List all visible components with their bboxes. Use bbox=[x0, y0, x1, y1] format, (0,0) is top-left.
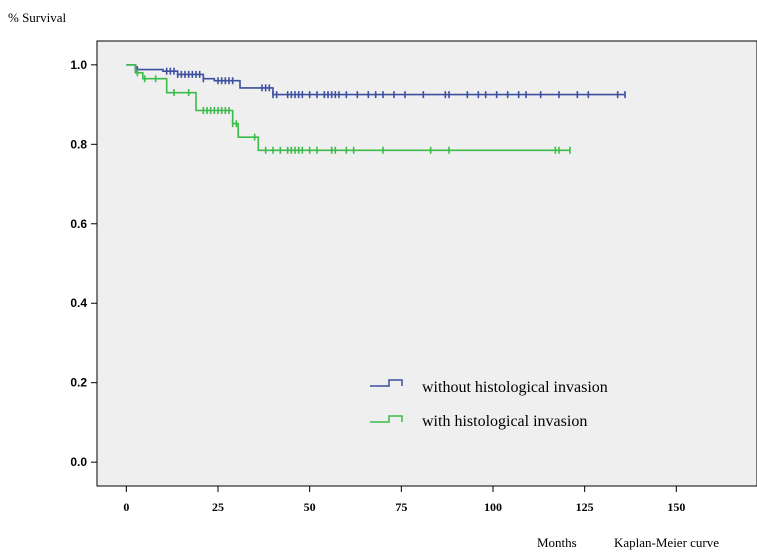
y-tick-label: 1.0 bbox=[70, 58, 87, 72]
x-tick-label: 0 bbox=[123, 500, 129, 514]
legend-label-with-invasion: with histological invasion bbox=[422, 413, 587, 430]
legend: without histological invasion with histo… bbox=[370, 379, 608, 430]
y-tick-label: 0.4 bbox=[70, 296, 87, 310]
x-tick-label: 25 bbox=[212, 500, 224, 514]
survival-curve bbox=[126, 64, 570, 152]
y-tick-label: 0.0 bbox=[70, 455, 87, 469]
series-lines bbox=[126, 64, 626, 154]
x-axis-label: Months bbox=[537, 535, 577, 550]
y-tick-label: 0.2 bbox=[70, 376, 87, 390]
x-tick-label: 75 bbox=[395, 500, 407, 514]
y-axis-label: % Survival bbox=[8, 10, 67, 25]
x-tick-label: 50 bbox=[304, 500, 316, 514]
y-tick-label: 0.6 bbox=[70, 217, 87, 231]
series-1 bbox=[126, 64, 571, 154]
y-tick-label: 0.8 bbox=[70, 137, 87, 151]
chart-caption: Kaplan-Meier curve bbox=[614, 535, 719, 550]
x-tick-label: 125 bbox=[576, 500, 594, 514]
x-tick-label: 150 bbox=[667, 500, 685, 514]
legend-label-without-invasion: without histological invasion bbox=[422, 379, 608, 396]
x-tick-label: 100 bbox=[484, 500, 502, 514]
legend-symbol-without-invasion bbox=[370, 379, 403, 387]
plot-area bbox=[96, 40, 757, 487]
axis-ticks: 0.0 0.2 0.4 0.6 0.8 1.0 0 25 50 75 100 125 150 bbox=[70, 58, 685, 514]
legend-symbol-with-invasion bbox=[370, 415, 403, 423]
